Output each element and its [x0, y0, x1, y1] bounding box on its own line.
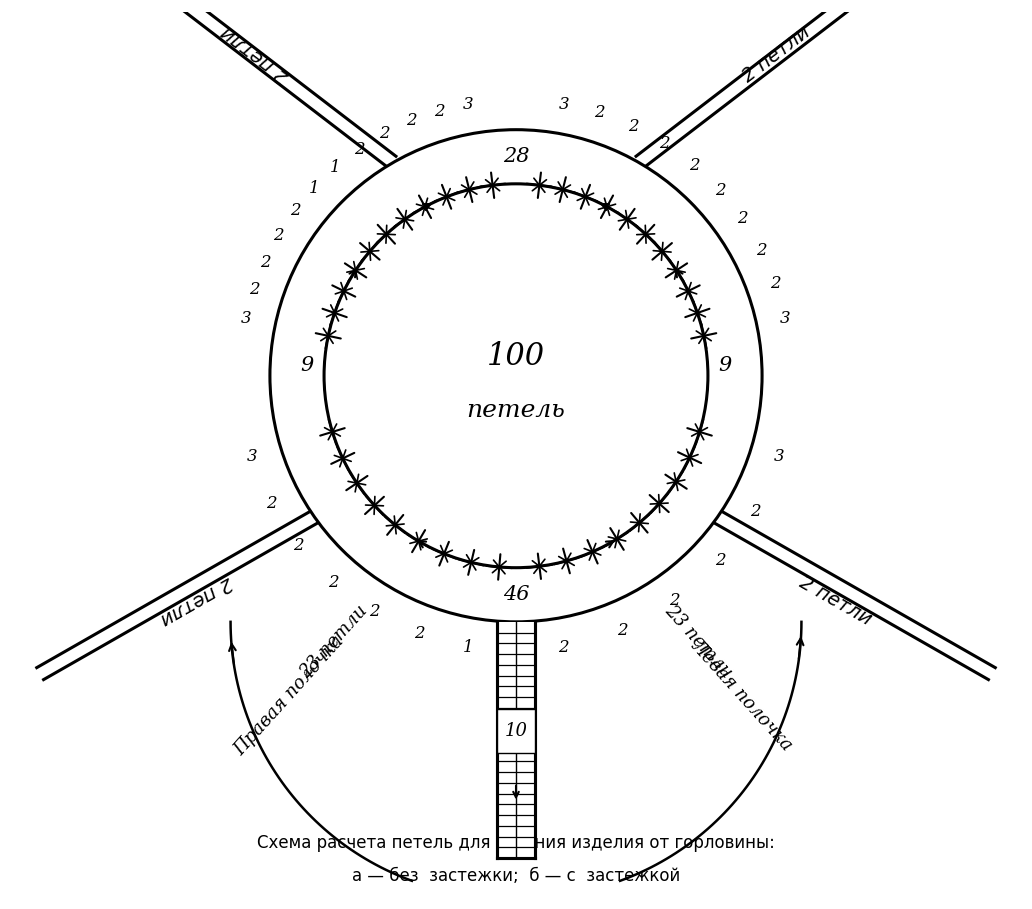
Text: 2: 2	[670, 593, 680, 609]
Text: 3: 3	[462, 95, 474, 113]
Text: 2: 2	[771, 275, 781, 292]
Text: 3: 3	[241, 310, 252, 327]
Text: 1: 1	[462, 639, 474, 655]
Text: 3: 3	[247, 448, 258, 464]
Text: 10: 10	[505, 722, 527, 740]
Text: 2: 2	[593, 105, 605, 122]
Text: 2: 2	[627, 117, 638, 135]
Circle shape	[324, 184, 708, 568]
Text: Левая полочка: Левая полочка	[688, 637, 797, 754]
Text: 1: 1	[309, 180, 320, 196]
Text: 1: 1	[330, 159, 341, 176]
Bar	[497, 709, 535, 754]
Text: 100: 100	[487, 341, 545, 372]
Text: Схема расчета петель для вязания изделия от горловины:: Схема расчета петель для вязания изделия…	[257, 834, 775, 853]
Text: 23 петли: 23 петли	[660, 602, 736, 682]
Text: 46: 46	[503, 585, 529, 604]
Text: 2 петли: 2 петли	[218, 23, 293, 86]
Text: петель: петель	[466, 399, 566, 422]
Text: 2: 2	[354, 141, 364, 158]
Text: 2: 2	[414, 625, 425, 643]
Text: 2: 2	[260, 254, 270, 271]
Text: 2: 2	[688, 157, 700, 174]
Text: а — без  застежки;  б — с  застежкой: а — без застежки; б — с застежкой	[352, 867, 680, 884]
Text: 3: 3	[780, 310, 791, 327]
Text: 2: 2	[715, 182, 725, 199]
Text: 23 петли: 23 петли	[296, 602, 372, 682]
Text: Правая полочка: Правая полочка	[231, 633, 348, 759]
Text: 2: 2	[756, 242, 767, 259]
Text: 2: 2	[406, 113, 417, 129]
Text: 2: 2	[249, 281, 259, 298]
Wedge shape	[270, 130, 762, 622]
Text: 2: 2	[328, 574, 338, 591]
Text: 2 петли: 2 петли	[739, 23, 814, 86]
Text: 2: 2	[368, 604, 380, 621]
Text: 28: 28	[503, 147, 529, 166]
Text: 2: 2	[293, 537, 304, 554]
Text: 9: 9	[300, 356, 314, 375]
Text: 3: 3	[558, 95, 570, 113]
Text: 2: 2	[273, 227, 284, 245]
Text: 2: 2	[616, 622, 627, 639]
Text: 2: 2	[715, 553, 725, 569]
Text: 2: 2	[750, 504, 761, 520]
Text: 2: 2	[737, 211, 748, 227]
Text: 2: 2	[290, 203, 300, 219]
Text: 2 петли: 2 петли	[797, 573, 875, 629]
Text: 2: 2	[433, 103, 445, 120]
Text: 3: 3	[774, 448, 785, 464]
Text: 9: 9	[718, 356, 732, 375]
Text: 2: 2	[266, 494, 277, 512]
Text: 2: 2	[558, 639, 570, 655]
Text: 2: 2	[379, 125, 390, 142]
Text: 2: 2	[659, 135, 670, 152]
Text: 2 петли: 2 петли	[157, 573, 235, 629]
Bar	[497, 622, 535, 858]
